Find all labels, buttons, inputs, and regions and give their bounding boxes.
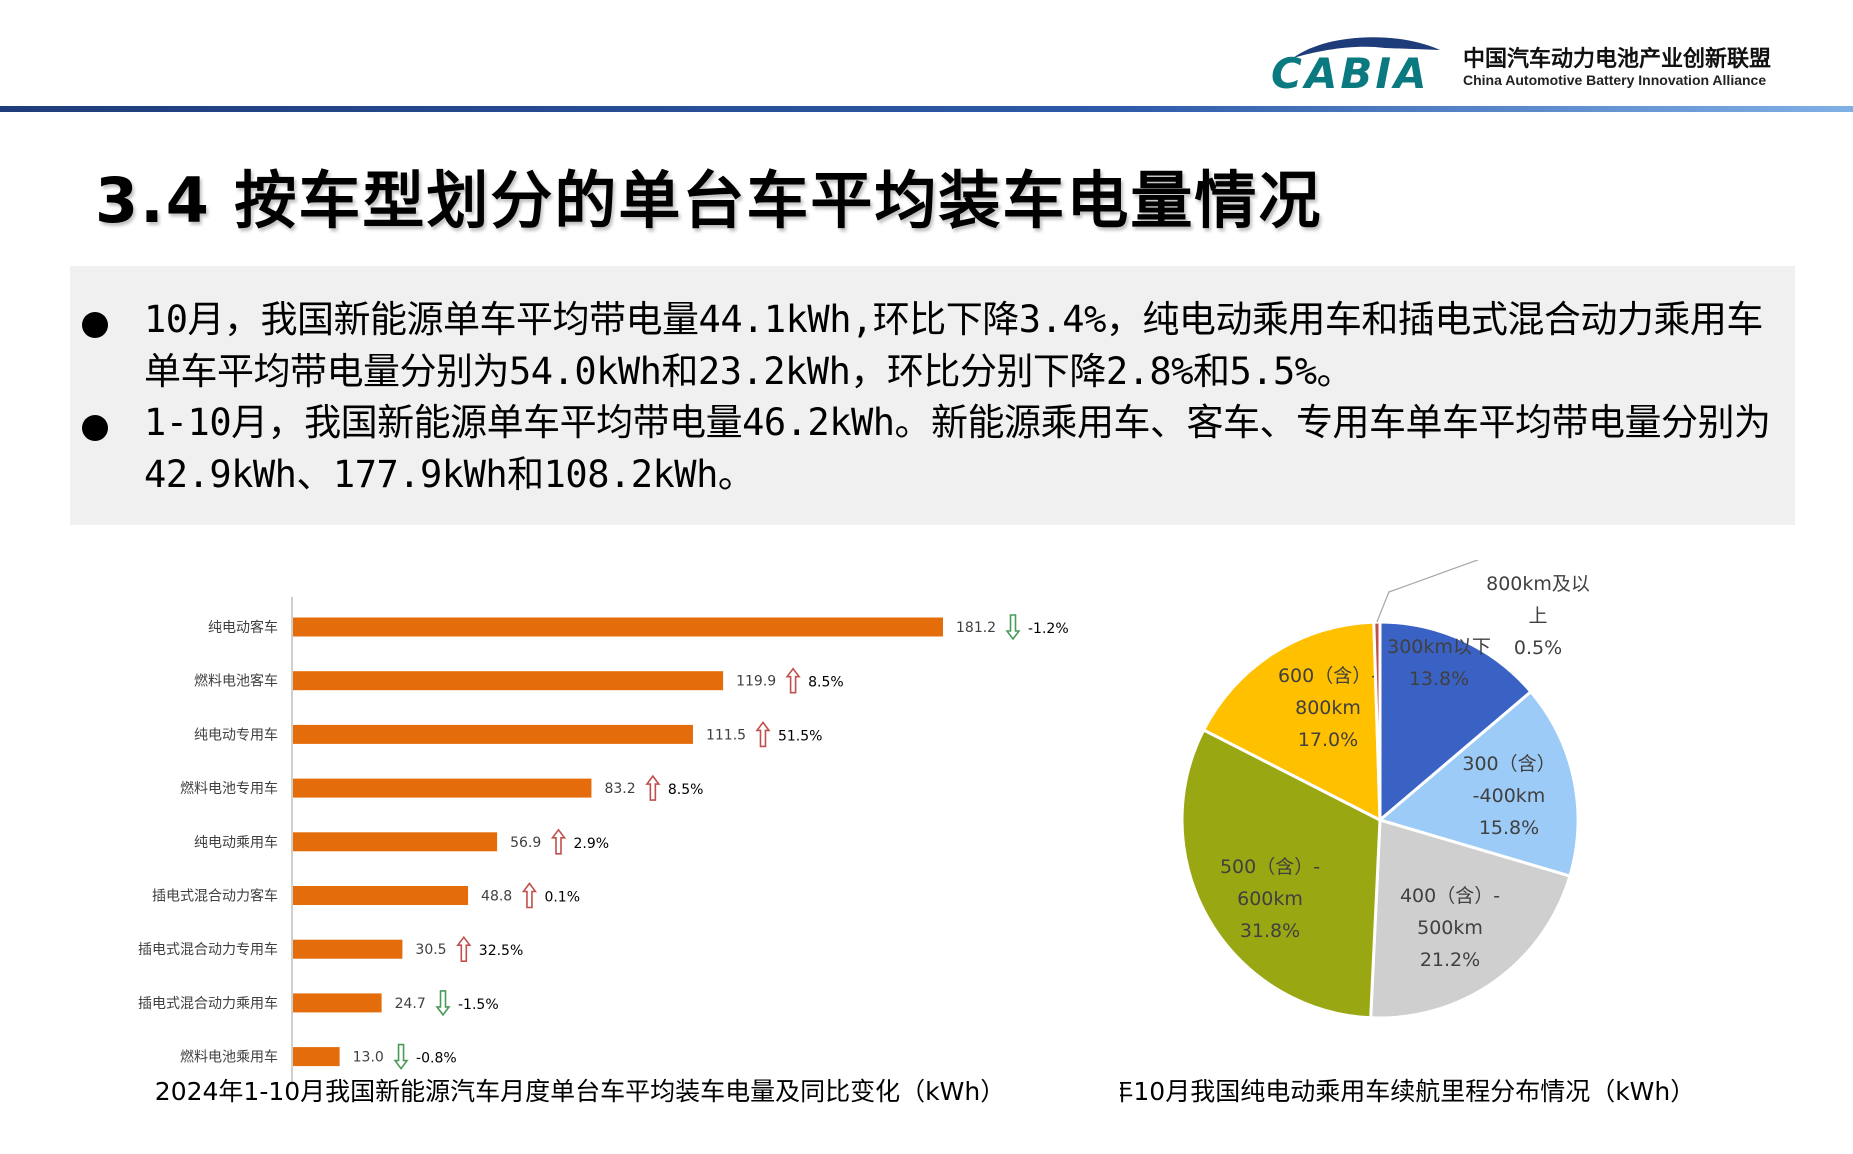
bar-chart-marks: 纯电动客车 181.2 -1.2% 燃料电池客车 119.9 8.5% 纯电动专用车 111.… (138, 614, 1069, 1070)
bar-value-label: 181.2 (956, 620, 996, 636)
arrow-up-icon (521, 882, 538, 909)
bar-yoy-label: -1.2% (1028, 621, 1069, 637)
bar-value-label: 83.2 (604, 781, 635, 797)
arrow-down-icon (1005, 614, 1021, 641)
bullet-dot-icon (82, 415, 108, 441)
arrow-up-icon (645, 774, 661, 801)
bar-category-label: 燃料电池客车 (194, 673, 278, 690)
header-divider (0, 106, 1853, 112)
bar-value-label: 56.9 (510, 835, 541, 851)
bar (293, 939, 403, 959)
bar-yoy-label: 32.5% (479, 943, 523, 959)
arrow-down-icon (435, 990, 451, 1017)
bar-category-label: 插电式混合动力乘用车 (138, 995, 278, 1012)
bar-chart: 纯电动客车 181.2 -1.2% 燃料电池客车 119.9 8.5% 纯电动专用车 111.… (138, 597, 1069, 1106)
pie-slice (1201, 620, 1382, 823)
pie-slice-label: 500km (1417, 917, 1483, 939)
pie-slice-label: 13.8% (1409, 668, 1469, 690)
pie-slice-label: 600km (1237, 888, 1303, 910)
bar-category-label: 燃料电池乘用车 (180, 1049, 278, 1066)
bar-yoy-label: 0.1% (544, 890, 580, 906)
bar (293, 671, 724, 691)
bar (293, 886, 469, 905)
arrow-up-icon (755, 721, 771, 748)
pie-slice (1376, 689, 1580, 878)
pie-slice-label: 31.8% (1240, 920, 1300, 942)
bar-value-label: 30.5 (415, 942, 446, 958)
bar-yoy-label: 8.5% (668, 782, 704, 798)
bar-yoy-label: 8.5% (808, 675, 844, 691)
pie-leader-line (1376, 560, 1480, 623)
cabia-logo-icon: CABIA (1271, 37, 1440, 98)
bar (293, 724, 693, 744)
pie-slice-label: 15.8% (1479, 817, 1539, 839)
bar (293, 617, 943, 637)
pie-slice-label: 600（含）- (1278, 665, 1378, 687)
summary-box: 10月，我国新能源单车平均带电量44.1kWh,环比下降3.4%，纯电动乘用车和… (70, 266, 1795, 525)
page-title: 3.4 按车型划分的单台车平均装车电量情况 (95, 164, 1323, 237)
summary-text-2: 1-10月，我国新能源单车平均带电量46.2kWh。新能源乘用车、客车、专用车单… (144, 401, 1771, 496)
bar-category-label: 纯电动乘用车 (194, 834, 278, 851)
logo-wordmark: CABIA (1271, 49, 1429, 98)
bar-category-label: 纯电动专用车 (194, 726, 278, 743)
pie-chart-marks: 300km以下 13.8% 300（含） -400km 15.8% 400（含）- 500k… (1180, 560, 1590, 1020)
bar (293, 1047, 340, 1067)
bar-chart-caption: 2024年1-10月我国新能源汽车月度单台车平均装车电量及同比变化（kWh） (155, 1077, 1005, 1106)
pie-slice-label: 300（含） (1462, 753, 1555, 775)
bar-category-label: 纯电动客车 (208, 619, 278, 636)
pie-slice-label: 21.2% (1420, 949, 1480, 971)
bar-yoy-label: -0.8% (416, 1051, 457, 1067)
pie-slice-label: 800km及以 (1486, 573, 1590, 595)
bar (293, 832, 498, 852)
bar-value-label: 13.0 (353, 1050, 384, 1066)
pie-slice-label: 500（含）- (1220, 856, 1320, 878)
pie-slice (1378, 620, 1533, 824)
pie-slice-label: 300km以下 (1387, 636, 1491, 658)
pie-slice-label: 17.0% (1298, 729, 1358, 751)
bar-yoy-label: -1.5% (458, 997, 499, 1013)
bar-value-label: 119.9 (736, 674, 776, 690)
bar-value-label: 24.7 (395, 996, 426, 1012)
bullet-dot-icon (82, 312, 108, 338)
summary-text-1: 10月，我国新能源单车平均带电量44.1kWh,环比下降3.4%，纯电动乘用车和… (144, 298, 1763, 393)
pie-slice (1369, 818, 1572, 1020)
arrow-up-icon (550, 828, 567, 855)
arrow-up-icon (785, 667, 801, 694)
org-logo: CABIA 中国汽车动力电池产业创新联盟 China Automotive Ba… (1265, 28, 1853, 98)
pie-chart: 300km以下 13.8% 300（含） -400km 15.8% 400（含）- 500k… (1120, 560, 1695, 1106)
pie-chart-caption: 2024年10月我国纯电动乘用车续航里程分布情况（kWh） (1120, 1077, 1695, 1106)
pie-slice-label: 0.5% (1514, 637, 1562, 659)
bar-category-label: 插电式混合动力客车 (152, 888, 278, 905)
bar-yoy-label: 51.5% (778, 728, 822, 744)
pie-slice-label: -400km (1473, 785, 1546, 807)
org-name-en: China Automotive Battery Innovation Alli… (1463, 72, 1767, 88)
org-name-cn: 中国汽车动力电池产业创新联盟 (1463, 47, 1772, 72)
bar-value-label: 48.8 (481, 889, 512, 905)
bar-category-label: 插电式混合动力专用车 (138, 941, 278, 958)
bar-category-label: 燃料电池专用车 (180, 780, 278, 797)
arrow-down-icon (393, 1043, 409, 1070)
arrow-up-icon (456, 935, 472, 962)
bar (293, 993, 382, 1013)
bar-yoy-label: 2.9% (574, 836, 610, 852)
bar-value-label: 111.5 (706, 727, 746, 743)
bar (293, 778, 592, 798)
pie-slice (1180, 727, 1382, 1020)
pie-slice-label: 上 (1528, 605, 1547, 627)
pie-slice-label: 400（含）- (1400, 885, 1500, 907)
pie-slice-label: 800km (1295, 697, 1361, 719)
